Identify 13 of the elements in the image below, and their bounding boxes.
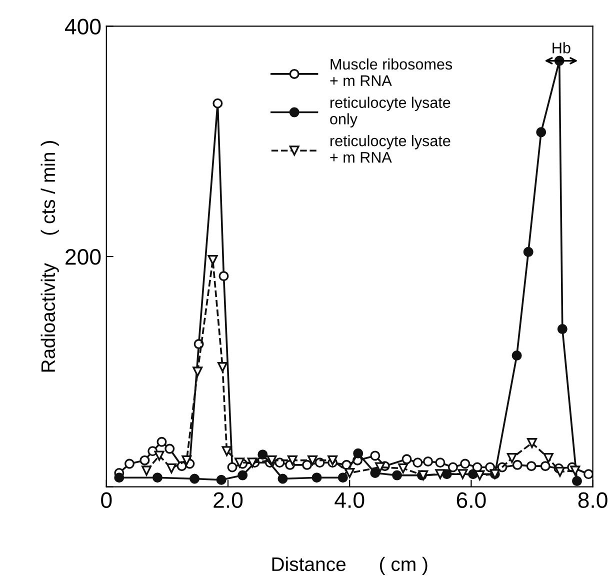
y-axis-title: Radioactivity ( cts / min ) — [40, 141, 59, 372]
y-tick-label: 200 — [66, 249, 101, 265]
legend-label: Muscle ribosomes + m RNA — [330, 58, 452, 86]
x-tick-label: 2.0 — [214, 492, 243, 508]
x-axis-title: Distance ( cm ) — [272, 556, 428, 575]
x-tick-label: 6.0 — [456, 492, 486, 508]
x-tick-label: 4.0 — [334, 492, 364, 508]
y-tick-label: 400 — [64, 18, 101, 35]
annotation: Hb — [552, 42, 570, 54]
legend-label: reticulocyte lysate only — [330, 96, 450, 128]
legend-label: reticulocyte lysate + m RNA — [330, 135, 450, 163]
x-tick-label: 0 — [101, 492, 112, 508]
x-tick-label: 8.0 — [578, 492, 608, 508]
